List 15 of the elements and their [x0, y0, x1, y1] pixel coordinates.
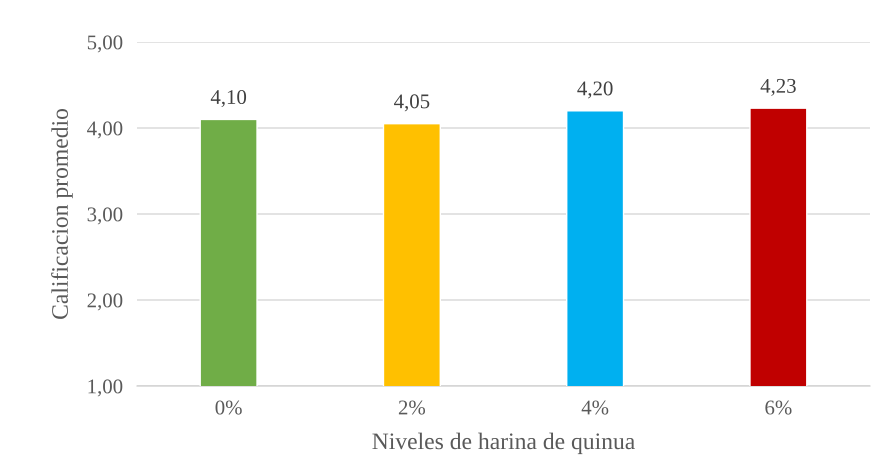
data-label: 4,20 [577, 81, 613, 98]
x-tick-label: 4% [582, 400, 608, 415]
x-tick-label: 6% [765, 400, 792, 415]
y-tick-label: 3,00 [88, 207, 122, 224]
y-axis-title: Calificacion promedio [51, 109, 73, 319]
data-label: 4,10 [210, 90, 246, 108]
x-tick-label: 2% [398, 400, 426, 415]
data-label: 4,05 [394, 94, 430, 112]
y-tick-label: 2,00 [88, 293, 122, 310]
y-tick-label: 1,00 [88, 379, 122, 396]
x-axis-title: Niveles de harina de quinua [372, 432, 635, 454]
y-tick-label: 4,00 [87, 121, 122, 138]
y-tick-label: 5,00 [88, 35, 122, 52]
x-tick-label: 0% [216, 400, 242, 415]
data-label: 4,23 [760, 78, 796, 96]
